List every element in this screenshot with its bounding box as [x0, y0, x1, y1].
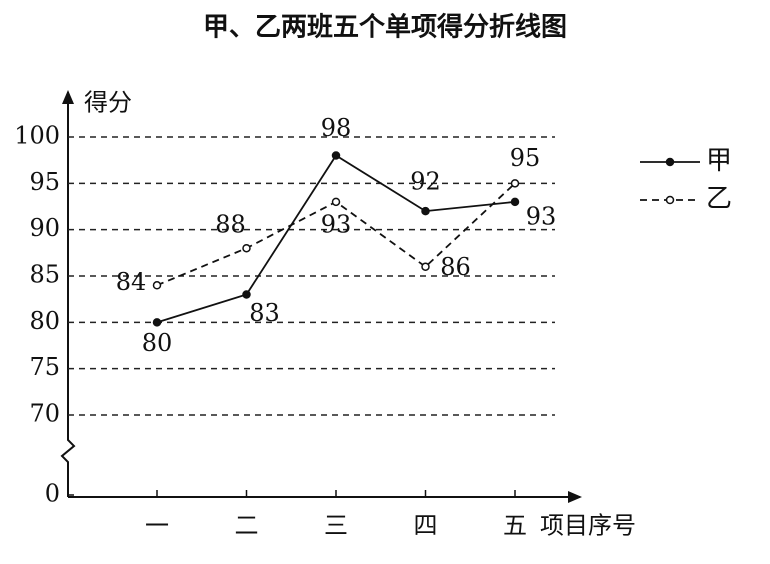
point	[242, 290, 251, 299]
x-tick-label: 三	[324, 512, 348, 540]
data-label: 86	[440, 253, 471, 281]
point	[421, 206, 430, 216]
y-tick-label: 95	[29, 168, 60, 196]
legend-marker	[665, 157, 675, 167]
data-label: 93	[321, 210, 352, 238]
series-line	[156, 154, 516, 324]
y-tick-label: 70	[29, 400, 60, 428]
data-label: 83	[249, 299, 280, 327]
data-label: 93	[526, 202, 557, 230]
x-tick-label: 四	[414, 512, 438, 540]
y-tick-label: 85	[29, 261, 60, 289]
chart-title: 甲、乙两班五个单项得分折线图	[203, 13, 567, 43]
data-label: 80	[142, 329, 173, 357]
y-axis	[60, 92, 76, 497]
point	[152, 318, 162, 327]
point	[510, 179, 520, 188]
legend-label: 甲	[706, 146, 732, 176]
point	[242, 243, 251, 253]
x-axis-arrow	[568, 491, 582, 503]
y-axis-arrow	[62, 90, 74, 104]
data-label: 92	[410, 168, 441, 196]
legend-marker	[665, 195, 675, 205]
x-tick-label: 五	[503, 512, 527, 540]
data-label: 95	[510, 144, 541, 172]
data-label: 88	[215, 211, 246, 239]
y-axis-label: 得分	[84, 89, 132, 117]
y-tick-label: 0	[45, 480, 60, 508]
data-label: 98	[321, 114, 352, 142]
x-axis-label: 项目序号	[540, 512, 636, 540]
point	[331, 197, 341, 207]
legend-label: 乙	[706, 184, 732, 214]
y-tick-label: 100	[14, 122, 60, 150]
x-tick-label: 一	[145, 512, 169, 540]
point	[421, 262, 430, 271]
data-label: 84	[116, 268, 147, 296]
y-tick-label: 90	[29, 214, 60, 242]
y-tick-label: 80	[29, 307, 60, 335]
point	[510, 197, 520, 207]
point	[152, 281, 162, 290]
point	[331, 151, 341, 160]
x-tick-label: 二	[235, 512, 259, 540]
y-tick-label: 75	[29, 353, 60, 381]
